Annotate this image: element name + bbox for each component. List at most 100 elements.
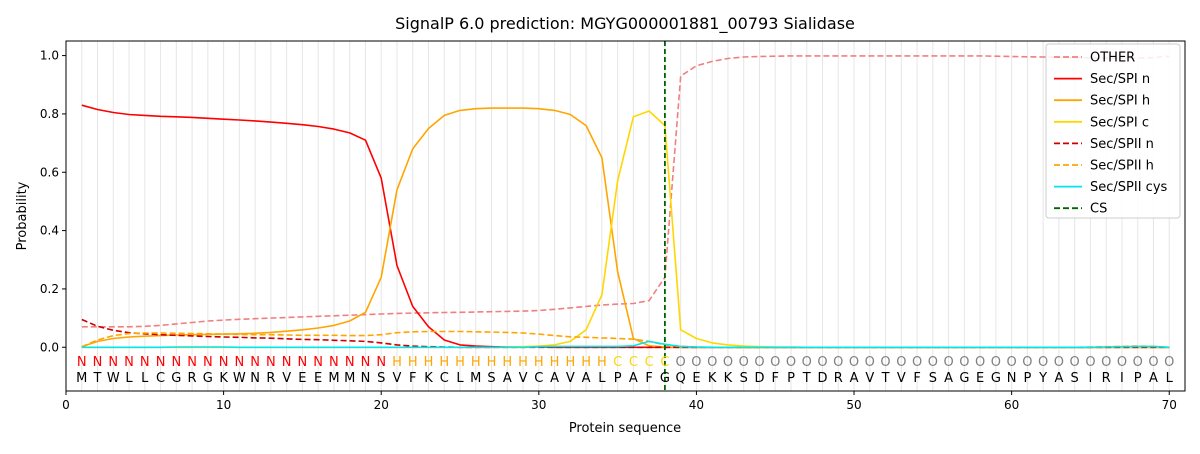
residue-letter: P bbox=[1134, 371, 1142, 386]
residue-letter: T bbox=[881, 371, 890, 386]
residue-letter: C bbox=[156, 371, 165, 386]
legend-entry: CS bbox=[1090, 202, 1107, 217]
residue-letter: V bbox=[393, 371, 402, 386]
region-label: N bbox=[171, 355, 181, 370]
region-label: O bbox=[991, 355, 1001, 370]
residue-letter: R bbox=[188, 371, 197, 386]
residue-letter: E bbox=[976, 371, 984, 386]
region-label: O bbox=[723, 355, 733, 370]
series-line-sec-spii-cys bbox=[81, 340, 1170, 349]
region-label: N bbox=[219, 355, 229, 370]
residue-letter: S bbox=[377, 371, 385, 386]
x-tick-label: 20 bbox=[374, 398, 389, 412]
region-label: O bbox=[928, 355, 938, 370]
sequence-layer: NMNTNWNLNLNCNGNRNGNKNWNNNRNVNENENMNMNNNS… bbox=[76, 355, 1174, 386]
residue-letter: N bbox=[1007, 371, 1017, 386]
region-label: N bbox=[313, 355, 323, 370]
residue-letter: G bbox=[203, 371, 213, 386]
residue-letter: S bbox=[929, 371, 937, 386]
region-label: O bbox=[1133, 355, 1143, 370]
region-label: H bbox=[487, 355, 497, 370]
y-tick-label: 0.2 bbox=[40, 282, 59, 296]
region-label: O bbox=[833, 355, 843, 370]
residue-letter: L bbox=[1166, 371, 1174, 386]
region-label: O bbox=[770, 355, 780, 370]
residue-letter: V bbox=[519, 371, 528, 386]
residue-letter: S bbox=[487, 371, 495, 386]
residue-letter: K bbox=[219, 371, 228, 386]
region-label: N bbox=[156, 355, 166, 370]
plot-frame bbox=[65, 40, 1186, 392]
legend-entry: Sec/SPII n bbox=[1090, 137, 1154, 152]
region-label: O bbox=[849, 355, 859, 370]
residue-letter: L bbox=[598, 371, 606, 386]
region-label: O bbox=[707, 355, 717, 370]
region-label: C bbox=[660, 355, 669, 370]
x-tick-label: 30 bbox=[531, 398, 546, 412]
residue-letter: F bbox=[409, 371, 416, 386]
legend-box bbox=[1045, 43, 1181, 219]
residue-letter: N bbox=[250, 371, 260, 386]
region-label: H bbox=[502, 355, 512, 370]
residue-letter: P bbox=[787, 371, 795, 386]
region-label: N bbox=[108, 355, 118, 370]
residue-letter: N bbox=[361, 371, 371, 386]
region-label: O bbox=[1070, 355, 1080, 370]
residue-letter: T bbox=[93, 371, 102, 386]
y-tick-label: 0.0 bbox=[40, 340, 59, 354]
x-tick-label: 10 bbox=[216, 398, 231, 412]
residue-letter: A bbox=[850, 371, 859, 386]
region-label: N bbox=[187, 355, 197, 370]
region-label: O bbox=[1117, 355, 1127, 370]
region-label: O bbox=[786, 355, 796, 370]
y-tick-label: 0.6 bbox=[40, 165, 59, 179]
residue-letter: P bbox=[1023, 371, 1031, 386]
x-tick-label: 40 bbox=[689, 398, 704, 412]
x-tick-label: 0 bbox=[62, 398, 70, 412]
series-layer bbox=[81, 55, 1170, 349]
axis-layer: 0 10 20 30 40 50 60 70 0.0 0.2 0.4 0.6 0.8 1.0 bbox=[40, 49, 1177, 412]
region-label: N bbox=[250, 355, 260, 370]
region-label: N bbox=[140, 355, 150, 370]
residue-letter: E bbox=[298, 371, 306, 386]
legend-entry: Sec/SPII cys bbox=[1090, 180, 1168, 195]
legend-entry: Sec/SPI h bbox=[1090, 94, 1150, 109]
residue-letter: Q bbox=[676, 371, 686, 386]
region-label: H bbox=[471, 355, 481, 370]
region-label: N bbox=[266, 355, 276, 370]
region-label: H bbox=[408, 355, 418, 370]
residue-letter: D bbox=[754, 371, 764, 386]
region-label: O bbox=[739, 355, 749, 370]
region-label: H bbox=[392, 355, 402, 370]
region-label: O bbox=[802, 355, 812, 370]
residue-letter: M bbox=[344, 371, 355, 386]
region-label: O bbox=[754, 355, 764, 370]
residue-letter: Y bbox=[1038, 371, 1047, 386]
residue-letter: C bbox=[534, 371, 543, 386]
residue-letter: M bbox=[470, 371, 481, 386]
residue-letter: R bbox=[1102, 371, 1111, 386]
residue-letter: G bbox=[660, 371, 670, 386]
residue-letter: G bbox=[991, 371, 1001, 386]
region-label: H bbox=[455, 355, 465, 370]
region-label: H bbox=[424, 355, 434, 370]
legend: OTHER Sec/SPI n Sec/SPI h Sec/SPI c Sec/SPII… bbox=[1045, 43, 1181, 219]
region-label: O bbox=[1101, 355, 1111, 370]
residue-letter: P bbox=[614, 371, 622, 386]
residue-letter: D bbox=[817, 371, 827, 386]
region-label: C bbox=[645, 355, 654, 370]
region-label: N bbox=[77, 355, 87, 370]
region-label: O bbox=[1007, 355, 1017, 370]
residue-letter: W bbox=[107, 371, 120, 386]
residue-letter: S bbox=[740, 371, 748, 386]
region-label: N bbox=[361, 355, 371, 370]
legend-entry: Sec/SPII h bbox=[1090, 159, 1154, 174]
region-label: O bbox=[959, 355, 969, 370]
residue-letter: K bbox=[708, 371, 717, 386]
x-tick-label: 50 bbox=[846, 398, 861, 412]
region-label: H bbox=[581, 355, 591, 370]
region-label: N bbox=[345, 355, 355, 370]
region-label: H bbox=[534, 355, 544, 370]
